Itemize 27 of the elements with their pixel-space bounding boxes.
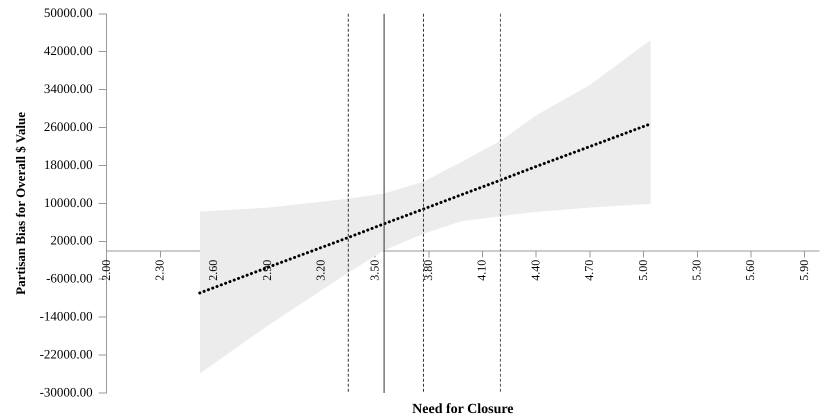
x-tick-label: 3.80	[420, 260, 435, 281]
x-tick-label: 3.20	[314, 260, 328, 281]
y-tick-label: 10000.00	[44, 194, 93, 210]
x-tick-label: 2.00	[98, 260, 113, 281]
x-tick-label: 5.90	[796, 260, 811, 281]
x-tick-label: 2.30	[152, 260, 167, 281]
x-tick-label: 2.60	[206, 260, 220, 281]
y-tick-label: 26000.00	[44, 118, 93, 134]
y-tick-label: -22000.00	[40, 346, 93, 362]
y-tick-label: 18000.00	[44, 156, 93, 172]
x-tick-label: 4.70	[582, 260, 596, 281]
x-tick-label: 3.50	[367, 260, 382, 281]
y-tick-label: -14000.00	[40, 308, 93, 324]
x-tick-label: 5.30	[689, 260, 704, 281]
y-tick-label: 2000.00	[50, 232, 93, 248]
y-tick-label: -30000.00	[40, 384, 93, 400]
line-series	[198, 122, 652, 294]
y-tick-label: 50000.00	[44, 5, 93, 20]
x-tick-label: 4.10	[474, 260, 489, 281]
x-axis-title: Need for Closure	[412, 402, 514, 417]
x-tick-label: 5.00	[636, 260, 650, 281]
y-tick-label: -6000.00	[46, 270, 93, 286]
y-axis-title: Partisan Bias for Overall $ Value	[13, 112, 28, 295]
y-tick-label: 34000.00	[44, 81, 93, 96]
x-tick-label: 4.40	[528, 260, 542, 281]
y-tick-label: 42000.00	[44, 43, 93, 58]
x-tick-label: 5.60	[743, 260, 758, 281]
